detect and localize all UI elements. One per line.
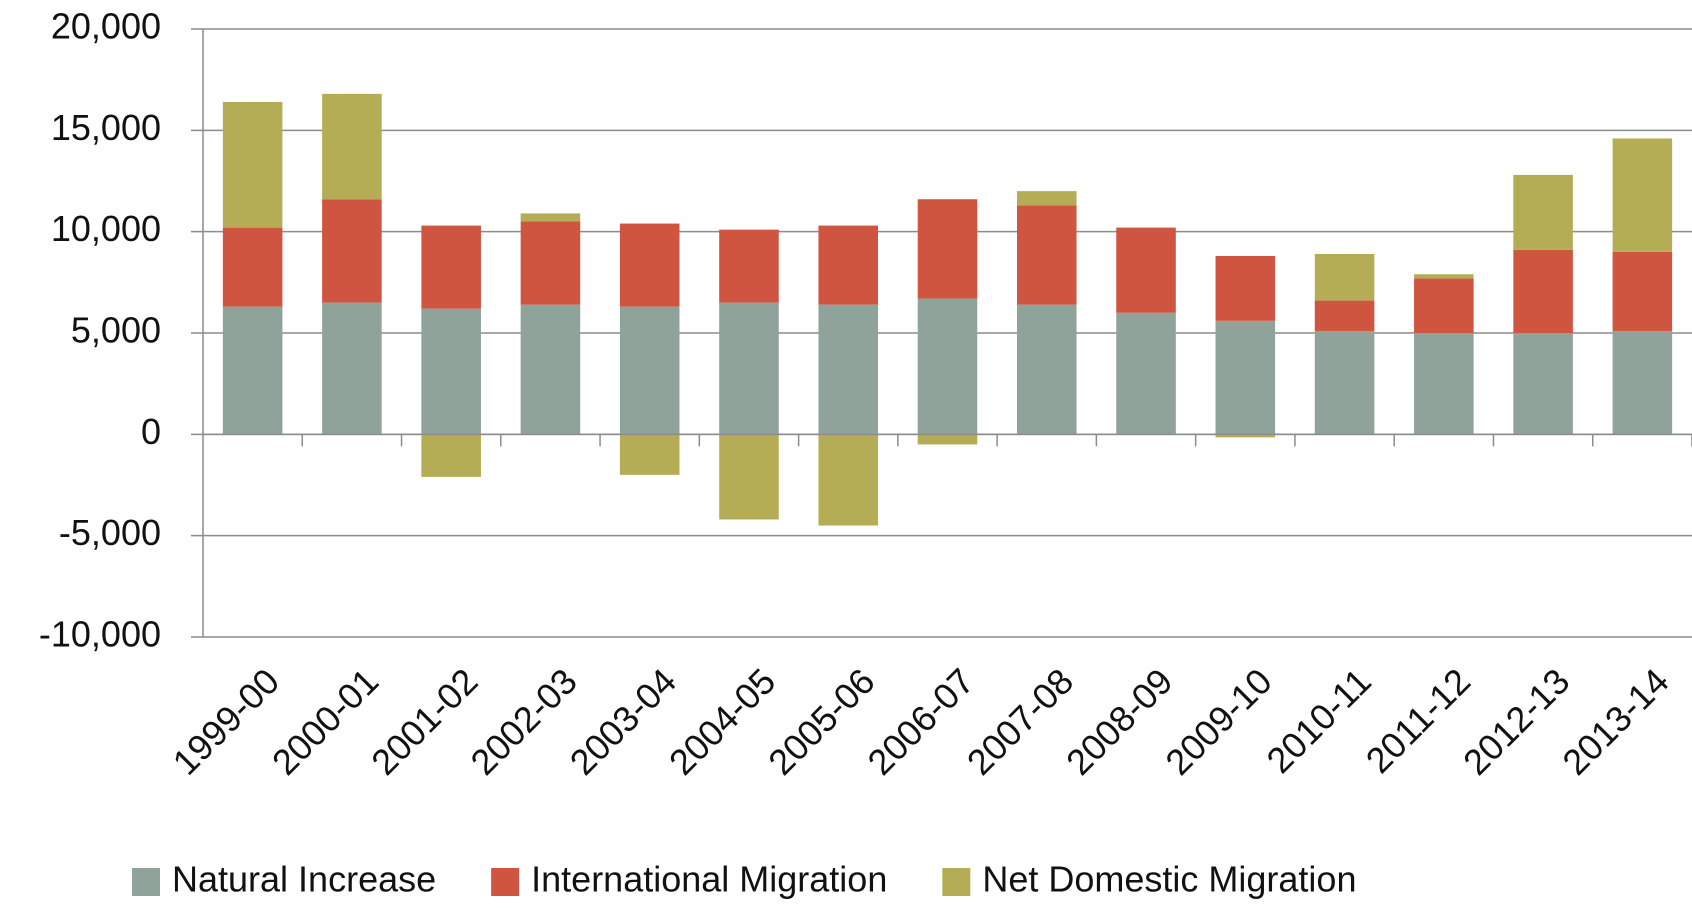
bar-segment (818, 434, 879, 526)
bar-segment (1215, 434, 1276, 438)
bar-segment (322, 93, 382, 200)
legend-label: International Migration (531, 859, 887, 900)
x-tick-label: 2013-14 (1554, 660, 1676, 782)
y-tick-label: 0 (141, 411, 161, 452)
bar-segment (1513, 333, 1573, 435)
bar-segment (917, 199, 978, 299)
bar-segment (421, 434, 481, 477)
x-tick-label: 2007-08 (959, 660, 1081, 782)
x-tick-label: 2006-07 (859, 660, 981, 782)
x-tick-label: 2008-09 (1058, 660, 1180, 782)
bar-segment (619, 223, 680, 307)
bar-segment (1314, 253, 1375, 301)
bar-segment (1414, 333, 1474, 435)
y-tick-label: 5,000 (71, 310, 161, 351)
x-tick-label: 2004-05 (661, 660, 783, 782)
x-tick-label: 2000-01 (264, 660, 386, 782)
x-tick-label: 2005-06 (760, 660, 882, 782)
bar-segment (1016, 304, 1077, 435)
bar-segment (818, 304, 879, 435)
legend-label: Natural Increase (172, 859, 436, 900)
x-tick-label: 2011-12 (1358, 660, 1479, 781)
bar-segment (322, 199, 382, 303)
bar-segment (421, 225, 481, 309)
x-tick-label: 2009-10 (1157, 660, 1279, 782)
bar-segment (1116, 312, 1176, 435)
bar-segment (1314, 300, 1375, 331)
bar-segment (222, 101, 283, 228)
bar-segment (1314, 330, 1375, 435)
bar-segment (1215, 255, 1276, 321)
y-tick-label: 10,000 (51, 208, 161, 249)
bar-segment (719, 434, 779, 520)
bar-segment (421, 308, 481, 435)
y-tick-label: 15,000 (51, 107, 161, 148)
bar-segment (1215, 320, 1276, 435)
bar-segment (917, 298, 978, 435)
bar-segment (619, 434, 680, 475)
x-tick-label: 2010-11 (1258, 660, 1379, 781)
bar-segment (818, 225, 879, 305)
bar-segment (1612, 251, 1673, 331)
y-tick-label: -10,000 (39, 614, 161, 655)
bar-segment (322, 302, 382, 435)
bar-segment (917, 434, 978, 445)
bar-segment (1612, 138, 1673, 252)
bar-segment (1513, 174, 1573, 250)
x-tick-label: 2003-04 (562, 660, 684, 782)
bar-segment (1612, 330, 1673, 435)
y-tick-label: -5,000 (59, 512, 161, 553)
bar-segment (222, 227, 283, 307)
bar-segment (520, 304, 581, 435)
x-tick-label: 2002-03 (462, 660, 584, 782)
bar-segment (1414, 278, 1474, 333)
bar-segment (222, 306, 283, 435)
x-tick-label: 2001-02 (363, 660, 485, 782)
y-tick-label: 20,000 (51, 6, 161, 47)
bar-segment (1016, 205, 1077, 305)
bar-segment (1016, 191, 1077, 206)
legend-swatch (132, 868, 160, 896)
bar-segment (1513, 249, 1573, 333)
legend-swatch (491, 868, 520, 896)
legend-swatch (942, 868, 971, 896)
bar-segment (520, 221, 581, 305)
x-tick-label: 1999-00 (165, 660, 287, 782)
bar-segment (1414, 274, 1474, 279)
bar-segment (1116, 227, 1176, 313)
bar-segment (520, 213, 581, 222)
bar-segment (719, 302, 779, 435)
bar-segment (719, 229, 779, 303)
x-tick-label: 2012-13 (1455, 660, 1577, 782)
bar-segment (619, 306, 680, 435)
legend-label: Net Domestic Migration (982, 859, 1356, 900)
